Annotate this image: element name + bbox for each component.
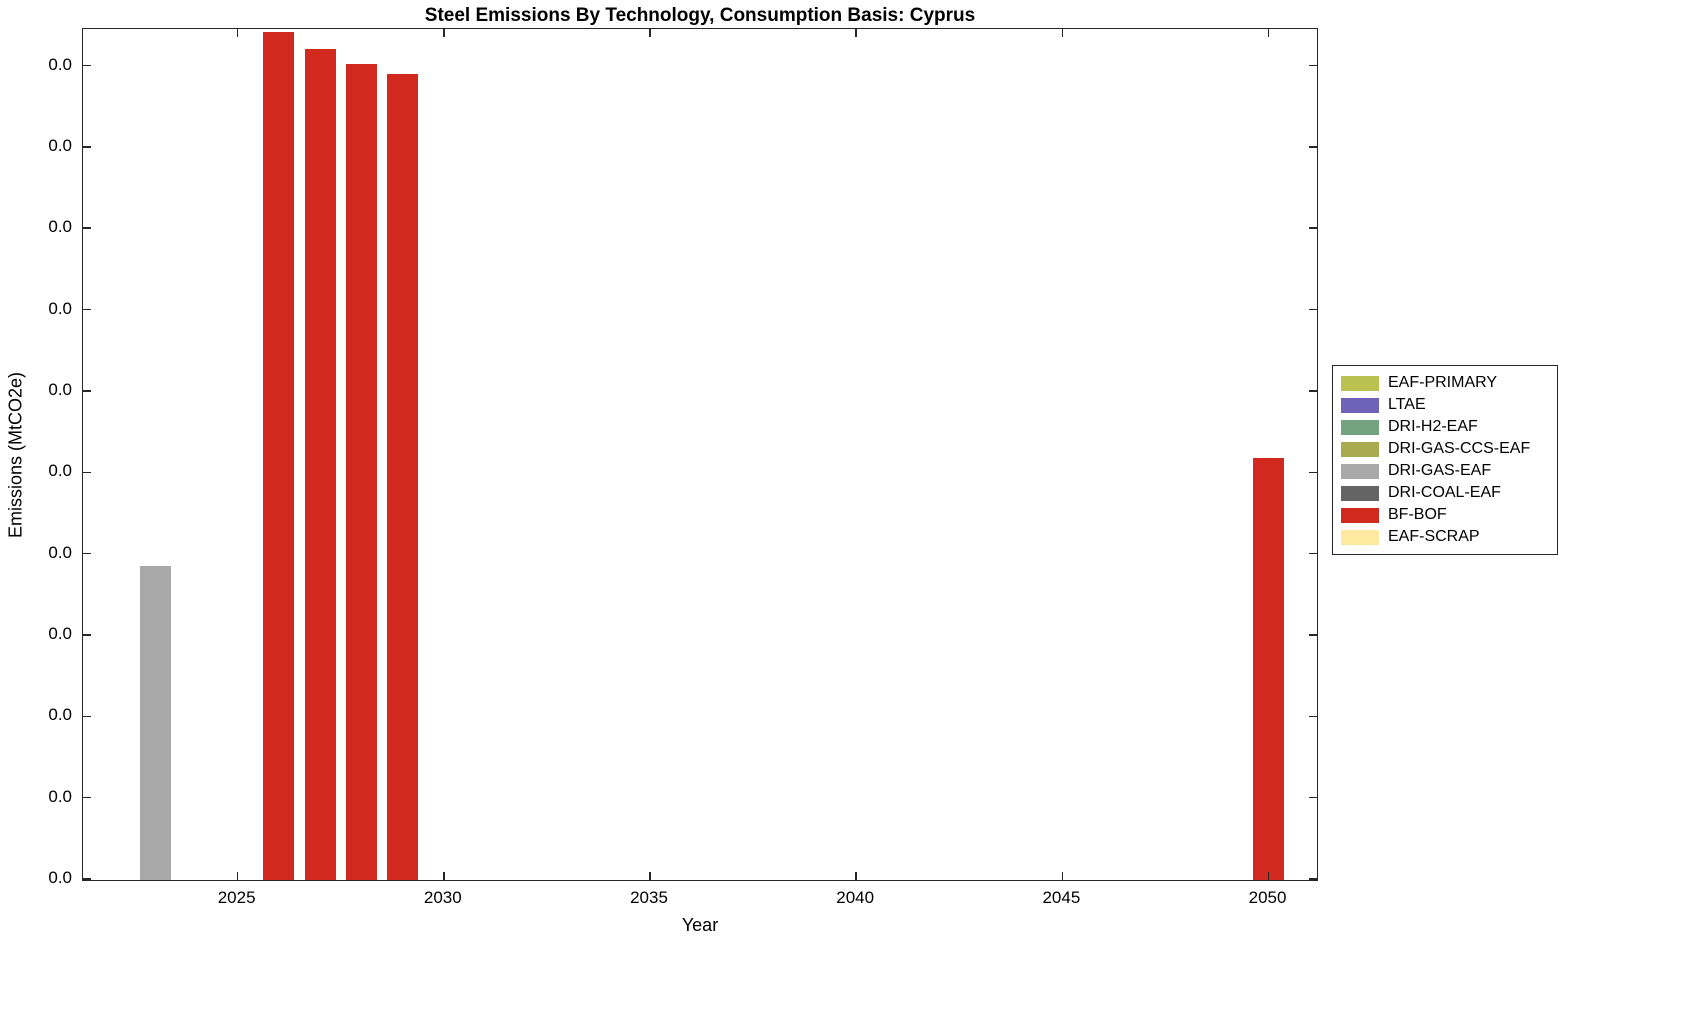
legend-label: DRI-GAS-CCS-EAF [1388,440,1531,457]
legend-item-ltae: LTAE [1341,394,1557,416]
legend-label: LTAE [1388,396,1426,413]
y-tick-mark [83,227,91,229]
bar-bf-bof-2029 [387,74,419,880]
y-tick-mark [1309,634,1317,636]
legend-item-eaf-scrap: EAF-SCRAP [1341,526,1557,548]
x-tick-mark [1061,872,1064,880]
y-tick-mark [1309,552,1317,555]
y-tick-label: 0.0 [48,868,72,887]
legend-swatch-dri-h2-eaf [1341,419,1379,435]
y-tick-mark [83,634,91,636]
y-tick-mark [83,796,91,799]
legend-label: DRI-COAL-EAF [1388,484,1501,501]
y-tick-label: 0.0 [48,298,72,318]
legend-label: EAF-SCRAP [1388,528,1480,545]
legend-swatch-eaf-scrap [1341,529,1379,545]
y-tick-label: 0.0 [48,217,72,237]
y-tick-label: 0.0 [48,461,72,481]
y-tick-mark [83,552,91,555]
x-tick-label: 2050 [1248,888,1287,907]
legend-swatch-eaf-primary [1341,375,1379,391]
legend-swatch-dri-coal-eaf [1341,485,1379,501]
y-tick-mark [83,308,91,311]
legend-label: DRI-GAS-EAF [1388,462,1492,479]
x-tick-label: 2045 [1042,888,1081,907]
x-tick-mark [855,29,857,37]
x-tick-mark [649,29,651,37]
legend-label: DRI-H2-EAF [1388,418,1478,435]
y-tick-mark [83,146,91,148]
y-tick-mark [1309,64,1317,67]
legend-swatch-dri-gas-ccs-eaf [1341,441,1379,457]
y-tick-label: 0.0 [48,542,72,562]
x-tick-mark [443,872,445,880]
x-tick-mark [1267,872,1270,880]
x-tick-label: 2035 [630,888,668,907]
legend-swatch-ltae [1341,397,1379,413]
y-tick-mark [83,64,91,67]
y-tick-mark [83,471,91,474]
legend-item-dri-gas-eaf: DRI-GAS-EAF [1341,460,1557,482]
chart-title: Steel Emissions By Technology, Consumpti… [424,5,976,26]
x-axis-label: Year [681,915,719,935]
y-tick-label: 0.0 [48,135,72,155]
y-tick-label: 0.0 [48,705,72,725]
y-tick-mark [83,878,91,880]
x-tick-label: 2040 [836,888,875,907]
plot-area [82,28,1318,881]
x-tick-mark [1267,29,1270,37]
legend: EAF-PRIMARY LTAE DRI-H2-EAF DRI-GAS-CCS-EAF… [1332,365,1558,555]
legend-item-dri-coal-eaf: DRI-COAL-EAF [1341,482,1557,504]
bar-bf-bof-2050 [1253,457,1285,880]
bar-bf-bof-2027 [304,48,336,880]
y-tick-mark [1309,227,1317,229]
y-tick-mark [83,715,91,718]
x-tick-label: 2025 [217,888,256,907]
bar-dri-gas-eaf-2023 [139,565,171,880]
y-tick-mark [1309,308,1317,311]
x-tick-label: 2030 [423,888,462,907]
bar-bf-bof-2026 [263,31,295,880]
legend-item-dri-h2-eaf: DRI-H2-EAF [1341,416,1557,438]
y-tick-label: 0.0 [48,54,72,74]
y-tick-mark [1309,796,1317,799]
legend-item-eaf-primary: EAF-PRIMARY [1341,372,1557,394]
y-tick-mark [1309,878,1317,880]
y-tick-label: 0.0 [48,623,72,643]
legend-item-dri-gas-ccs-eaf: DRI-GAS-CCS-EAF [1341,438,1557,460]
y-tick-mark [1309,715,1317,718]
x-tick-mark [236,872,239,880]
legend-item-bf-bof: BF-BOF [1341,504,1557,526]
x-tick-mark [1061,29,1064,37]
legend-label: BF-BOF [1388,506,1447,523]
x-tick-mark [236,29,239,37]
y-tick-mark [1309,146,1317,148]
y-tick-mark [1309,471,1317,474]
legend-label: EAF-PRIMARY [1388,374,1498,391]
y-tick-label: 0.0 [48,379,72,399]
bar-bf-bof-2028 [345,64,377,880]
y-tick-mark [1309,390,1317,392]
legend-swatch-dri-gas-eaf [1341,463,1379,479]
y-tick-mark [83,390,91,392]
x-tick-mark [443,29,445,37]
x-tick-mark [855,872,857,880]
x-tick-mark [649,872,651,880]
y-tick-label: 0.0 [48,786,72,806]
legend-swatch-bf-bof [1341,507,1379,523]
